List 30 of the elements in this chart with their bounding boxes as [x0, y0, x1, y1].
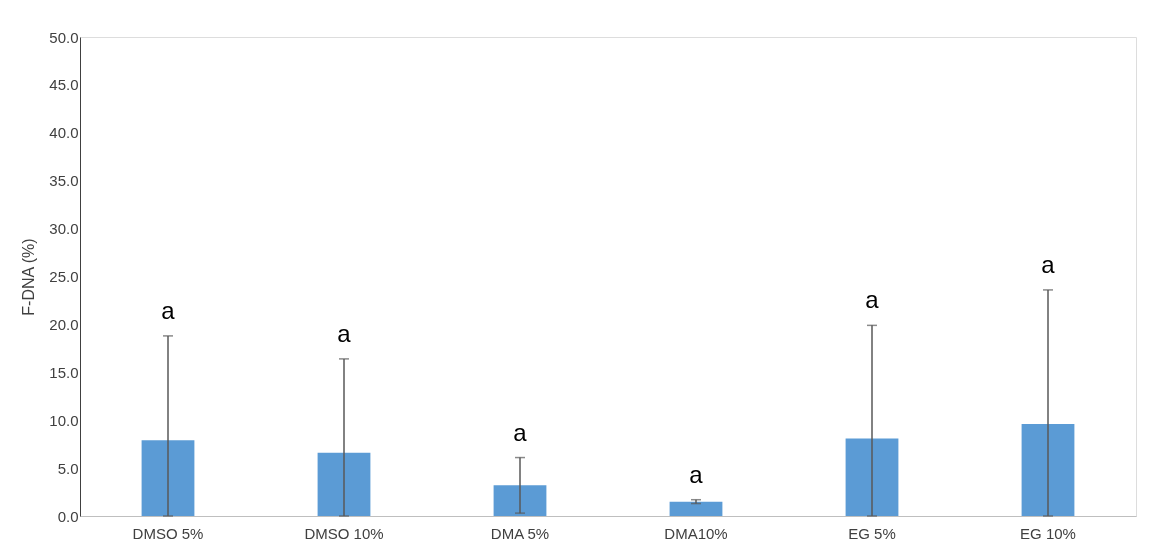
- bar: [1021, 424, 1075, 516]
- bar: [669, 501, 723, 516]
- y-tick-label: 0.0: [57, 507, 79, 525]
- x-tick-label: DMSO 5%: [132, 524, 204, 542]
- annotation: a: [865, 286, 880, 314]
- y-tick-label: 45.0: [49, 76, 79, 94]
- y-axis-title: F-DNA (%): [20, 238, 38, 316]
- y-tick-label: 35.0: [49, 172, 79, 190]
- x-tick-label: EG 5%: [848, 524, 896, 542]
- x-tick-label: DMSO 10%: [304, 524, 384, 542]
- bar: [845, 438, 899, 516]
- annotation: a: [337, 319, 352, 347]
- bar: [317, 452, 371, 516]
- annotation: a: [1041, 250, 1056, 278]
- annotation: a: [513, 418, 528, 446]
- bar: [141, 440, 195, 516]
- y-tick-label: 20.0: [49, 315, 79, 333]
- x-tick-label: DMA 5%: [490, 524, 550, 542]
- y-tick-label: 40.0: [49, 124, 79, 142]
- y-tick-label: 50.0: [49, 28, 79, 46]
- y-tick-label: 10.0: [49, 411, 79, 429]
- y-tick-label: 5.0: [57, 459, 79, 477]
- y-tick-label: 15.0: [49, 363, 79, 381]
- annotation: a: [161, 296, 176, 324]
- y-tick-label: 25.0: [49, 268, 79, 285]
- x-tick-label: EG 10%: [1020, 524, 1076, 542]
- annotation: a: [689, 460, 704, 488]
- x-tick-label: DMA10%: [664, 524, 728, 542]
- bar: [493, 485, 547, 516]
- y-tick-label: 30.0: [49, 220, 79, 238]
